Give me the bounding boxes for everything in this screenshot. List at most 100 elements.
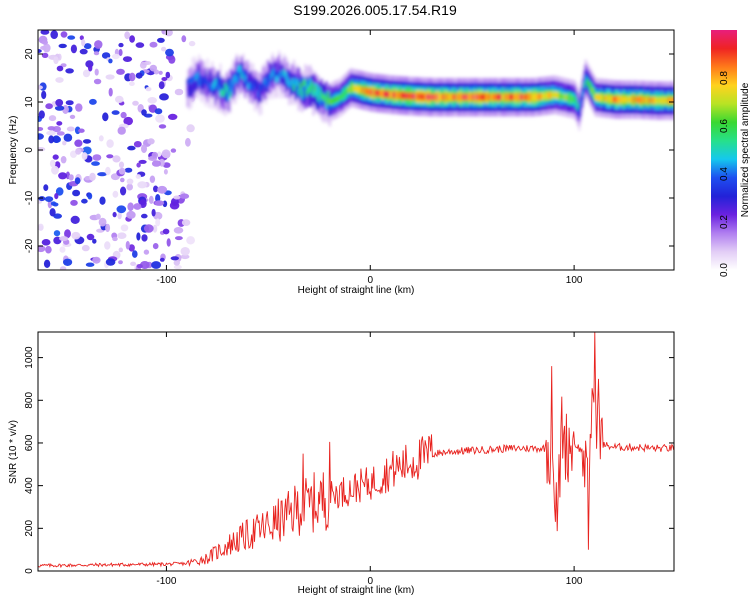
noise-blob [53, 230, 61, 237]
ridge-cell [475, 93, 478, 101]
ridge-cell [333, 96, 336, 104]
noise-blob [81, 198, 88, 204]
ridge-cell [405, 92, 408, 100]
noise-blob [75, 148, 82, 155]
ridge-cell [638, 96, 641, 104]
noise-blob [137, 181, 148, 189]
ridge-cell [513, 93, 516, 101]
noise-blob [135, 72, 143, 79]
ridge-cell [196, 71, 199, 78]
ridge-cell [539, 93, 542, 100]
ridge-cell [400, 92, 403, 99]
noise-blob [38, 223, 44, 231]
ridge-cell [242, 70, 245, 77]
ridge-cell [227, 94, 230, 101]
noise-blob [139, 61, 147, 69]
noise-blob [38, 127, 44, 131]
ridge-cell [529, 93, 532, 101]
ridge-cell [506, 93, 509, 101]
ridge-cell [561, 93, 565, 101]
colorbar-tick-label: 0.6 [719, 119, 730, 133]
ridge-cell [250, 82, 253, 89]
ridge-cell [452, 93, 455, 101]
ridge-cell [397, 91, 400, 99]
ridge-cell [486, 93, 490, 101]
ridge-cell [521, 93, 524, 101]
noise-blob [120, 186, 127, 196]
ridge-cell [353, 85, 356, 92]
noise-blob [117, 126, 126, 135]
noise-blob [56, 65, 64, 72]
noise-blob [71, 231, 81, 240]
noise-blob [136, 162, 141, 168]
ridge-cell [186, 79, 189, 93]
ridge-cell [413, 93, 416, 100]
ridge-cell [224, 89, 227, 102]
ridge-cell [555, 91, 558, 99]
ridge-cell [235, 76, 238, 84]
noise-blob [38, 110, 45, 119]
ridge-cell [553, 91, 556, 99]
ridge-cell [389, 91, 392, 98]
noise-blob [118, 247, 124, 253]
ridge-cell [420, 93, 423, 100]
ridge-cell [256, 90, 260, 98]
ridge-cell [188, 85, 191, 98]
noise-region [38, 30, 196, 270]
ridge-cell [252, 84, 255, 92]
x-tick-label: 100 [566, 576, 583, 587]
ridge-cell [283, 73, 286, 87]
noise-blob [43, 184, 49, 192]
ridge-cell [610, 95, 613, 103]
ridge-cell [198, 66, 201, 79]
noise-blob [105, 166, 111, 176]
ridge-cell [297, 88, 300, 96]
ridge-cell [302, 82, 305, 102]
ridge-cell [504, 93, 507, 101]
ridge-cell [351, 84, 354, 92]
noise-blob [101, 52, 111, 59]
noise-blob [124, 167, 133, 173]
ridge-cell [191, 78, 194, 92]
noise-blob [165, 48, 174, 57]
ridge-cell [628, 96, 631, 103]
y-tick-label: 20 [24, 48, 35, 60]
noise-blob [102, 112, 109, 122]
ridge-cell [503, 93, 506, 101]
noise-blob [49, 159, 56, 168]
ridge-cell [651, 97, 654, 104]
noise-blob [81, 39, 86, 47]
ridge-cell [341, 91, 344, 99]
ridge-cell [449, 93, 452, 101]
noise-blob [38, 49, 42, 53]
ridge-cell [204, 77, 207, 85]
noise-blob [112, 211, 117, 218]
noise-blob [51, 165, 59, 175]
ridge-cell [265, 81, 268, 89]
ridge-cell [227, 77, 230, 97]
ridge-cell [490, 93, 493, 101]
ridge-cell [214, 83, 217, 97]
noise-blob [82, 69, 91, 78]
ridge-cell [643, 96, 646, 104]
ridge-cell [327, 93, 330, 100]
ridge-cell [439, 93, 442, 101]
ridge-cell [627, 96, 630, 103]
ridge-cell [416, 93, 419, 100]
ridge-cell [253, 79, 256, 86]
noise-blob [158, 124, 167, 129]
ridge-cell [508, 93, 511, 101]
noise-blob [74, 139, 83, 147]
noise-blob [62, 140, 67, 146]
ridge-cell [237, 65, 240, 73]
ridge-cell [491, 93, 494, 101]
ridge-cell [568, 94, 571, 102]
ridge-cell [240, 72, 243, 79]
noise-blob [81, 244, 90, 252]
noise-blob [122, 56, 133, 62]
ridge-cell [186, 78, 189, 85]
noise-blob [59, 246, 66, 253]
noise-blob [64, 229, 71, 239]
ridge-cell [526, 93, 529, 101]
noise-blob [38, 196, 46, 202]
